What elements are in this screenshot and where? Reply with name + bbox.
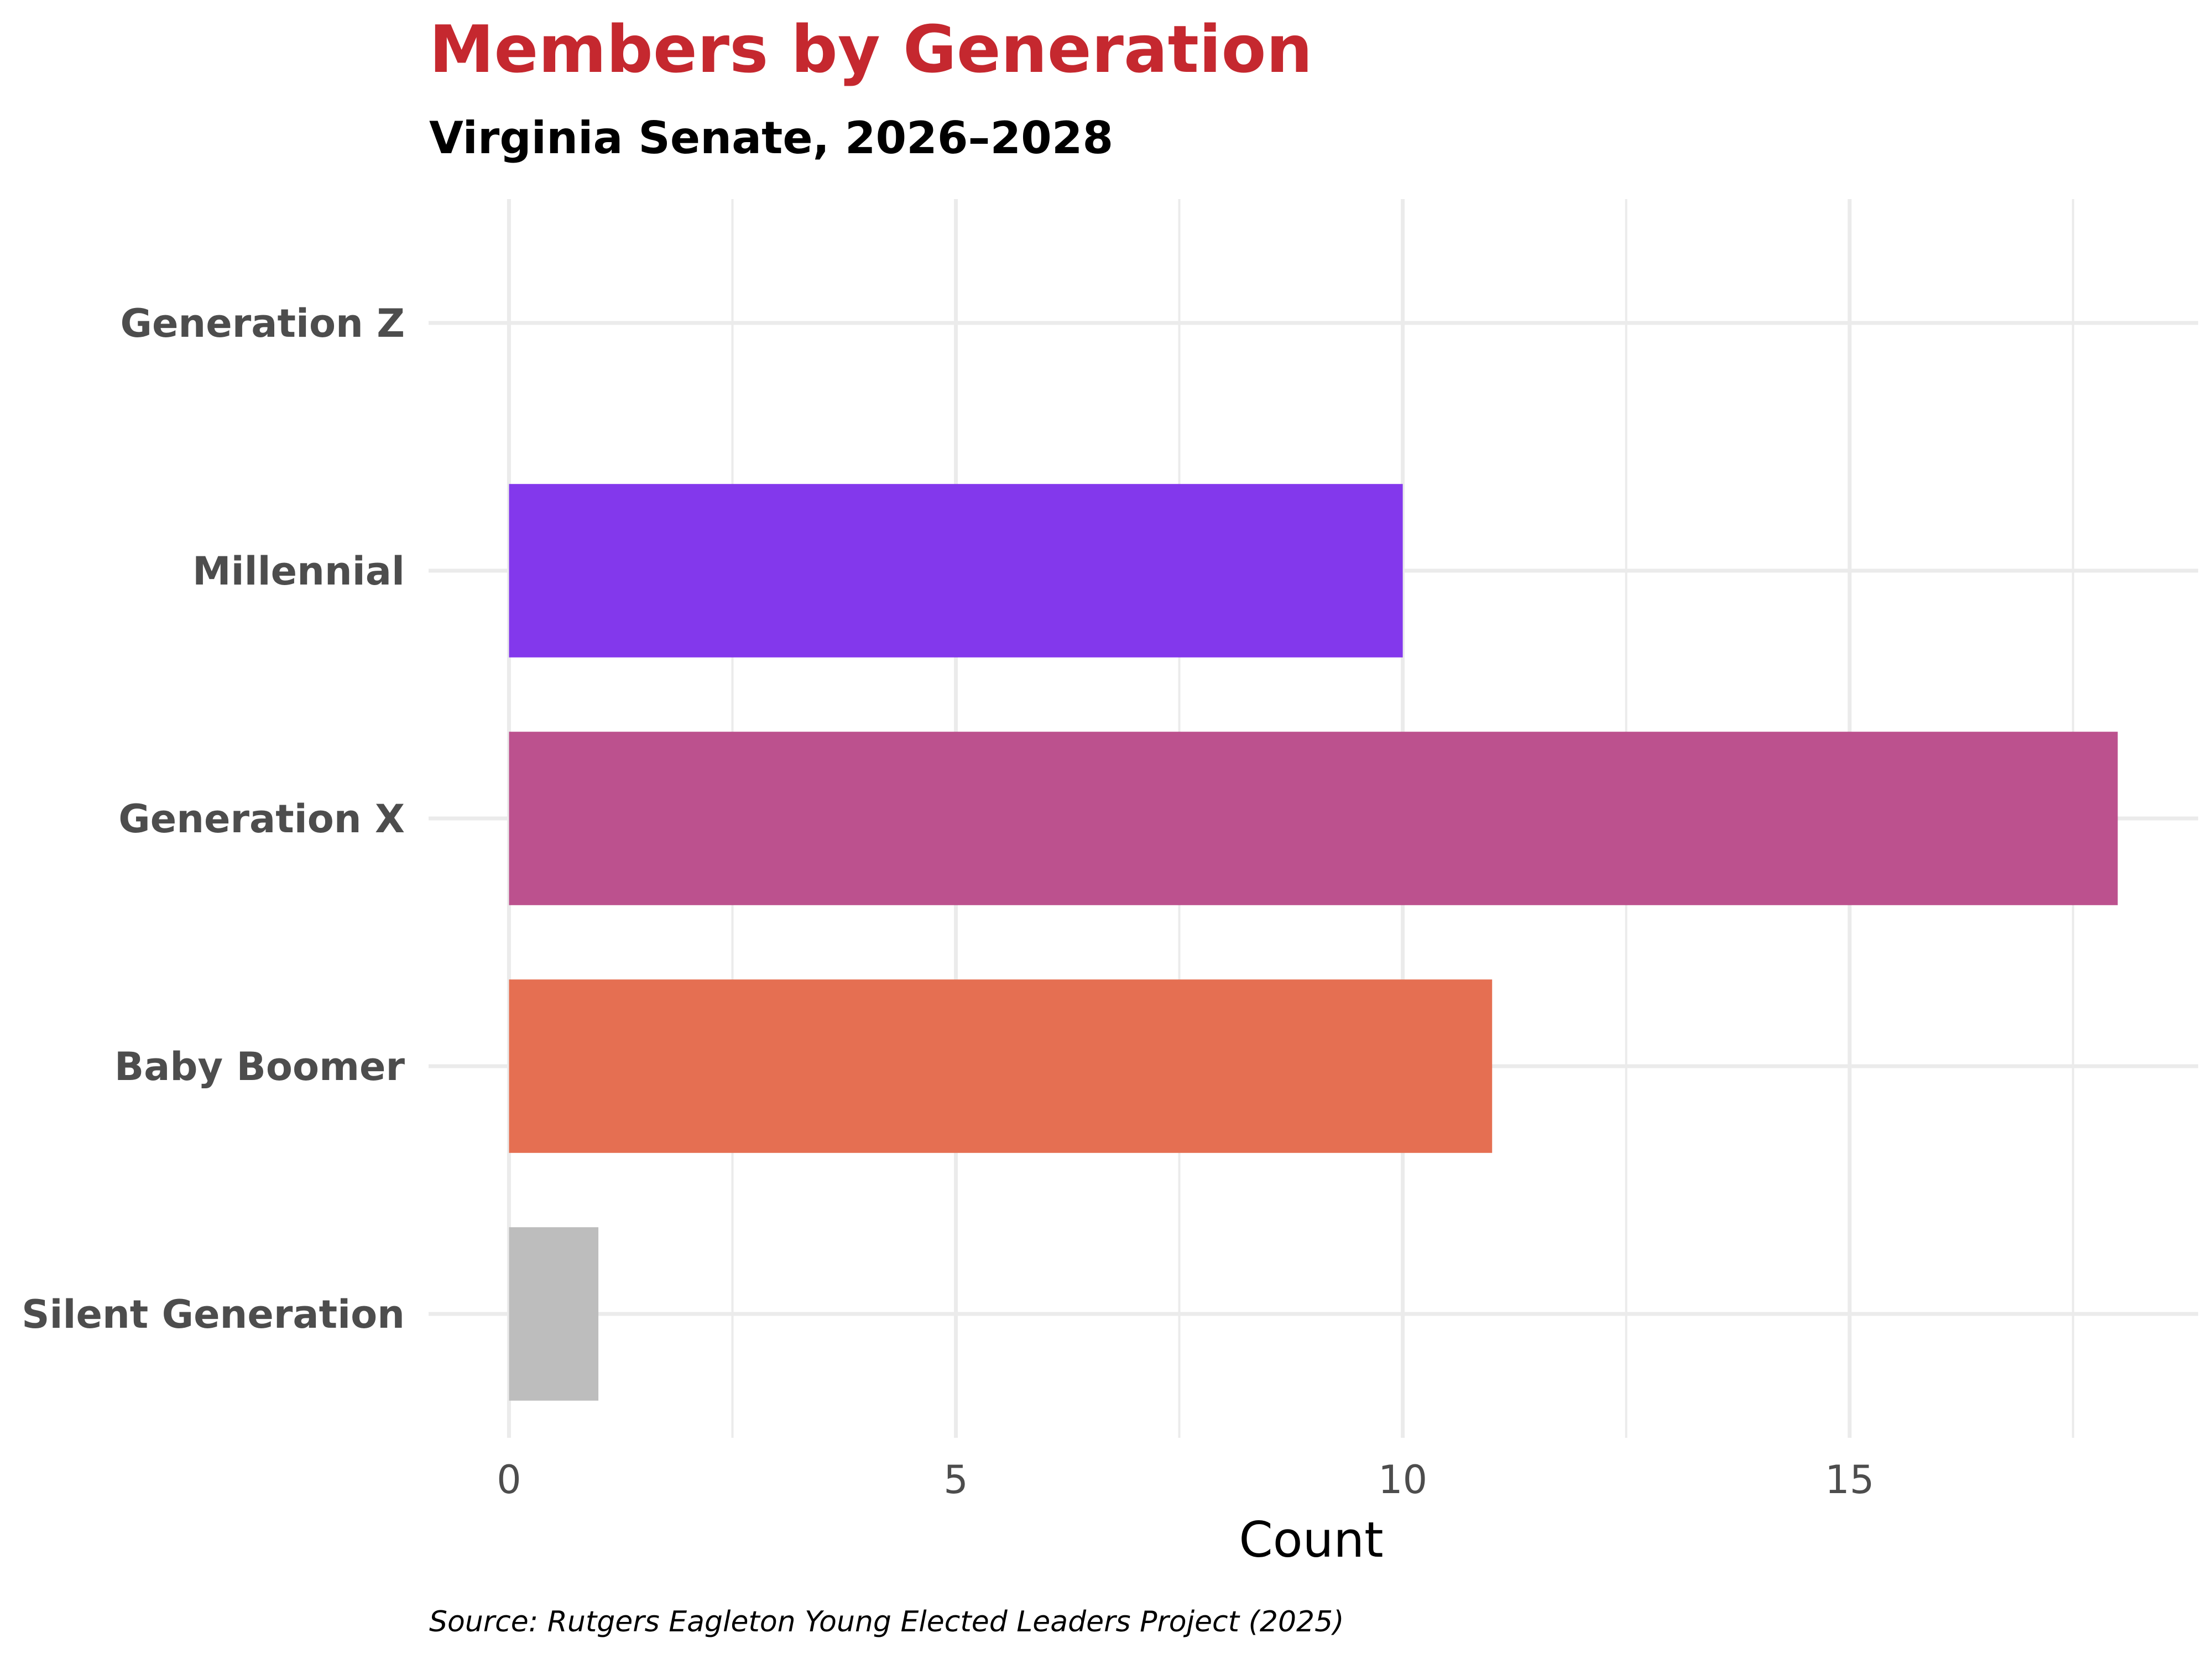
category-label: Baby Boomer [114, 1044, 405, 1089]
chart-title: Members by Generation [429, 11, 1313, 87]
category-label: Generation Z [120, 301, 405, 346]
x-tick-label: 15 [1825, 1457, 1874, 1503]
chart-subtitle: Virginia Senate, 2026–2028 [429, 112, 1113, 164]
source-caption: Source: Rutgers Eagleton Young Elected L… [429, 1605, 1344, 1639]
x-tick-label: 5 [943, 1457, 968, 1503]
bar-millennial [509, 484, 1403, 658]
x-tick-labels: 0 5 10 15 [497, 1457, 1874, 1503]
x-axis-title: Count [1239, 1511, 1383, 1568]
category-label: Millennial [192, 549, 405, 594]
category-label: Silent Generation [22, 1292, 405, 1337]
category-labels: Generation Z Millennial Generation X Baby B… [22, 301, 405, 1337]
category-label: Generation X [118, 796, 405, 842]
x-tick-label: 0 [497, 1457, 521, 1503]
bar-silent-generation [509, 1227, 599, 1401]
bar-generation-x [509, 732, 2118, 905]
bar-baby-boomer [509, 979, 1493, 1153]
x-tick-label: 10 [1378, 1457, 1427, 1503]
bars [509, 484, 2118, 1401]
